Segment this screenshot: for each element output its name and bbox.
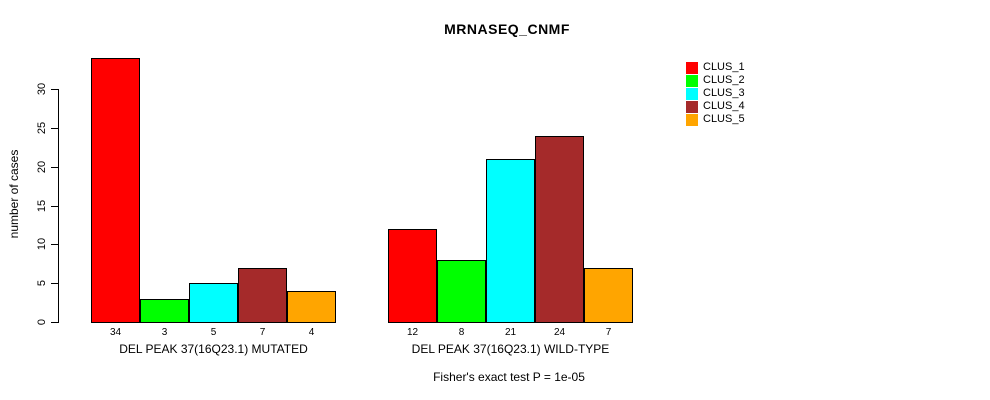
- bar-clus_5-group2: [584, 268, 633, 323]
- y-tick-mark: [51, 89, 58, 90]
- legend-item-clus_3: CLUS_3: [686, 87, 745, 100]
- legend-swatch-icon: [686, 74, 698, 87]
- legend-item-clus_1: CLUS_1: [686, 61, 745, 74]
- bar-value-label: 7: [259, 327, 266, 338]
- bar-value-label: 5: [210, 327, 217, 338]
- bar-clus_3-group2: [486, 159, 535, 323]
- legend-label: CLUS_5: [703, 113, 745, 125]
- bar-value-label: 4: [308, 327, 315, 338]
- legend-item-clus_2: CLUS_2: [686, 74, 745, 87]
- bar-clus_4-group2: [535, 136, 584, 323]
- y-axis-label: number of cases: [7, 149, 21, 239]
- y-tick-label: 10: [36, 237, 48, 251]
- bar-clus_2-group1: [140, 299, 189, 323]
- bar-value-label: 12: [406, 327, 419, 338]
- legend-item-clus_4: CLUS_4: [686, 100, 745, 113]
- chart-title: MRNASEQ_CNMF: [444, 21, 570, 37]
- y-tick-label: 5: [36, 279, 48, 287]
- legend-label: CLUS_2: [703, 74, 745, 86]
- y-axis-line: [58, 89, 59, 323]
- bar-clus_2-group2: [437, 260, 486, 323]
- bar-clus_1-group1: [91, 58, 140, 323]
- bar-value-label: 8: [458, 327, 465, 338]
- y-tick-mark: [51, 283, 58, 284]
- y-tick-mark: [51, 322, 58, 323]
- bar-value-label: 34: [109, 327, 122, 338]
- bar-clus_3-group1: [189, 283, 238, 323]
- y-tick-label: 30: [36, 82, 48, 96]
- y-tick-label: 0: [36, 318, 48, 326]
- bar-value-label: 21: [504, 327, 517, 338]
- y-tick-mark: [51, 128, 58, 129]
- x-category-label: DEL PEAK 37(16Q23.1) WILD-TYPE: [411, 342, 610, 356]
- legend-swatch-icon: [686, 113, 698, 126]
- y-tick-mark: [51, 244, 58, 245]
- y-tick-label: 15: [36, 199, 48, 213]
- bar-value-label: 7: [605, 327, 612, 338]
- bar-value-label: 3: [161, 327, 168, 338]
- legend-label: CLUS_4: [703, 100, 745, 112]
- legend-swatch-icon: [686, 87, 698, 100]
- y-tick-label: 25: [36, 121, 48, 135]
- bar-clus_1-group2: [388, 229, 437, 323]
- x-category-label: DEL PEAK 37(16Q23.1) MUTATED: [119, 342, 308, 356]
- legend: CLUS_1 CLUS_2 CLUS_3 CLUS_4 CLUS_5: [686, 61, 745, 126]
- bar-clus_5-group1: [287, 291, 336, 323]
- y-tick-mark: [51, 206, 58, 207]
- bar-clus_4-group1: [238, 268, 287, 323]
- legend-swatch-icon: [686, 100, 698, 113]
- legend-label: CLUS_1: [703, 61, 745, 73]
- y-tick-label: 20: [36, 160, 48, 174]
- legend-item-clus_5: CLUS_5: [686, 113, 745, 126]
- legend-label: CLUS_3: [703, 87, 745, 99]
- legend-swatch-icon: [686, 61, 698, 74]
- y-tick-mark: [51, 167, 58, 168]
- chart-subtitle: Fisher's exact test P = 1e-05: [433, 370, 585, 384]
- bar-value-label: 24: [553, 327, 566, 338]
